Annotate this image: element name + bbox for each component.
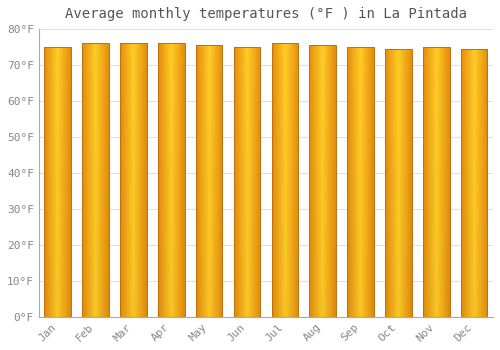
Bar xyxy=(423,47,450,317)
Bar xyxy=(196,45,222,317)
Bar xyxy=(234,47,260,317)
Bar xyxy=(158,43,184,317)
Title: Average monthly temperatures (°F ) in La Pintada: Average monthly temperatures (°F ) in La… xyxy=(65,7,467,21)
Bar xyxy=(272,43,298,317)
Bar xyxy=(44,47,71,317)
Bar xyxy=(461,49,487,317)
Bar xyxy=(385,49,411,317)
Bar xyxy=(82,43,109,317)
Bar xyxy=(310,45,336,317)
Bar xyxy=(120,43,146,317)
Bar xyxy=(348,47,374,317)
